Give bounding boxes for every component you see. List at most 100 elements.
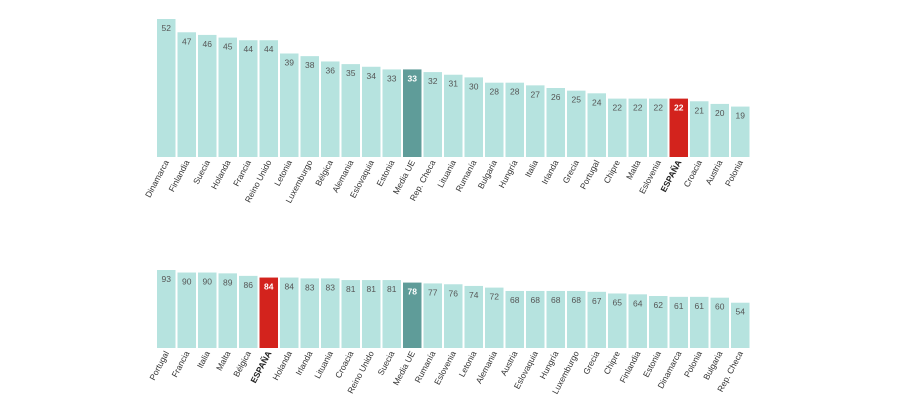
value-label-chipre: 22 xyxy=(613,103,623,113)
bar-rumania xyxy=(423,283,442,348)
bar-dinamarca xyxy=(669,296,688,348)
category-label-belgica: Bélgica xyxy=(231,349,253,379)
bar-rumania xyxy=(464,77,483,157)
bar-austria xyxy=(710,103,729,157)
bar-malta xyxy=(628,98,647,157)
bar-reino-unido xyxy=(259,40,278,158)
category-label-italia: Italia xyxy=(195,349,212,370)
value-label-hungria: 68 xyxy=(551,295,561,305)
value-label-chipre: 65 xyxy=(613,297,623,307)
value-label-reino-unido: 81 xyxy=(367,284,377,294)
value-label-reino-unido: 44 xyxy=(264,44,274,54)
value-label-luxemburgo: 38 xyxy=(305,60,315,70)
bar-italia xyxy=(198,272,217,348)
category-label-austria: Austria xyxy=(498,349,519,377)
value-label-letonia: 39 xyxy=(285,58,295,68)
bar-bulgaria xyxy=(710,297,729,348)
bar-holanda xyxy=(280,277,299,348)
bar-bulgaria xyxy=(485,82,504,157)
value-label-suecia: 81 xyxy=(387,284,397,294)
bar-belgica xyxy=(239,275,258,348)
category-label-francia: Francia xyxy=(169,349,191,379)
bar-eslovaquia xyxy=(526,290,545,348)
value-label-dinamarca: 52 xyxy=(162,23,172,33)
value-label-lituania: 83 xyxy=(326,282,336,292)
value-label-austria: 20 xyxy=(715,108,725,118)
bar-rep-checa xyxy=(423,72,442,157)
bar-finlandia xyxy=(177,32,196,157)
category-label-malta: Malta xyxy=(624,158,643,181)
bar-grecia xyxy=(587,291,606,348)
category-label-estonia: Estonia xyxy=(374,158,396,188)
value-label-francia: 90 xyxy=(182,277,192,287)
value-label-austria: 68 xyxy=(510,295,520,305)
category-label-holanda: Holanda xyxy=(270,349,294,382)
bar-eslovaquia xyxy=(362,66,381,157)
bar-lituania xyxy=(321,278,340,348)
bar-francia xyxy=(239,40,258,158)
bar-eslovenia xyxy=(444,284,463,348)
bar-estonia xyxy=(649,296,668,348)
category-label-polonia: Polonia xyxy=(682,349,704,379)
bar-portugal xyxy=(587,93,606,157)
top-bar-chart: 52Dinamarca47Finlandia46Suecia45Holanda4… xyxy=(143,19,750,205)
value-label-belgica: 86 xyxy=(244,280,254,290)
category-label-bulgaria: Bulgaria xyxy=(476,158,500,190)
value-label-bulgaria: 28 xyxy=(490,87,500,97)
bar-reino-unido xyxy=(362,280,381,348)
category-label-grecia: Grecia xyxy=(581,349,602,376)
value-label-portugal: 93 xyxy=(162,274,172,284)
bar-media-ue xyxy=(403,282,422,348)
bar-irlanda xyxy=(300,278,319,348)
bar-irlanda xyxy=(546,88,565,157)
bar-chipre xyxy=(608,98,627,157)
value-label-dinamarca: 61 xyxy=(674,301,684,311)
category-label-croacia: Croacia xyxy=(333,349,356,380)
bar-malta xyxy=(218,273,237,348)
bar-media-ue xyxy=(403,69,422,157)
category-label-hungria: Hungría xyxy=(496,158,519,190)
bar-austria xyxy=(505,290,524,348)
bar-rep-checa xyxy=(731,302,750,348)
value-label-alemania: 72 xyxy=(490,292,500,302)
bar-italia xyxy=(526,85,545,157)
value-label-irlanda: 83 xyxy=(305,282,315,292)
category-label-letonia: Letonia xyxy=(457,349,479,379)
category-label-grecia: Grecia xyxy=(560,158,581,185)
category-label-portugal: Portugal xyxy=(147,349,171,382)
value-label-italia: 90 xyxy=(203,277,213,287)
category-label-malta: Malta xyxy=(214,349,233,372)
category-label-chipre: Chipre xyxy=(601,349,622,376)
value-label-grecia: 25 xyxy=(572,95,582,105)
value-label-estonia: 33 xyxy=(387,73,397,83)
bar-alemania xyxy=(485,287,504,348)
value-label-grecia: 67 xyxy=(592,296,602,306)
category-label-francia: Francia xyxy=(231,158,253,188)
bar-luxemburgo xyxy=(300,56,319,157)
category-label-irlanda: Irlanda xyxy=(539,158,560,186)
bar-portugal xyxy=(157,270,176,348)
value-label-rumania: 30 xyxy=(469,81,479,91)
category-label-italia: Italia xyxy=(523,158,540,179)
value-label-lituania: 31 xyxy=(449,79,459,89)
bottom-bar-chart: 93 Portugal 90 Francia 90 Italia 89 Malta 86 Bélg… xyxy=(147,270,750,396)
category-label-letonia: Letonia xyxy=(272,158,294,188)
value-label-hungria: 28 xyxy=(510,87,520,97)
value-label-rumania: 77 xyxy=(428,287,438,297)
category-label-irlanda: Irlanda xyxy=(293,349,314,377)
bar-lituania xyxy=(444,74,463,157)
value-label-croacia: 21 xyxy=(695,105,705,115)
value-label-rep-checa: 54 xyxy=(736,307,746,317)
value-label-letonia: 74 xyxy=(469,290,479,300)
bar-dinamarca xyxy=(157,19,176,157)
bar-finlandia xyxy=(628,294,647,348)
value-label-finlandia: 47 xyxy=(182,36,192,46)
value-label-rep-checa: 32 xyxy=(428,76,438,86)
value-label-malta: 22 xyxy=(633,103,643,113)
bar-chipre xyxy=(608,293,627,348)
bar-letonia xyxy=(464,285,483,348)
value-label-eslovaquia: 34 xyxy=(367,71,377,81)
bar-grecia xyxy=(567,90,586,157)
category-label-chipre: Chipre xyxy=(601,158,622,185)
